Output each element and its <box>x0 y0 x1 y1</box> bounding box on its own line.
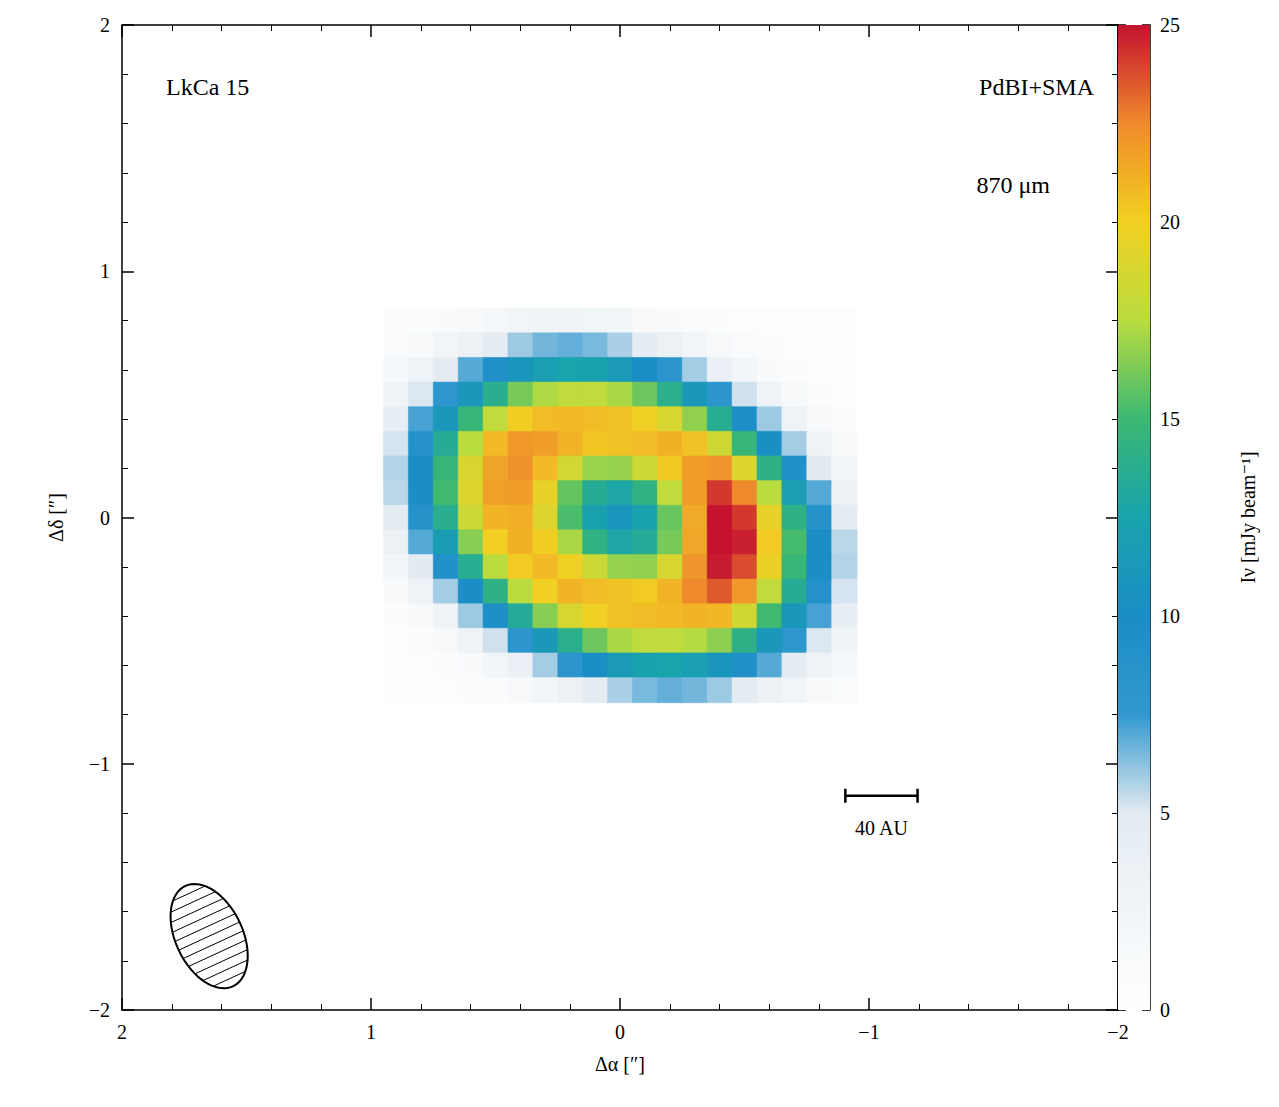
svg-text:25: 25 <box>1160 14 1180 36</box>
svg-text:Iν [mJy beam⁻¹]: Iν [mJy beam⁻¹] <box>1237 451 1260 583</box>
svg-text:1: 1 <box>366 1021 376 1043</box>
svg-text:40 AU: 40 AU <box>855 817 908 839</box>
svg-text:5: 5 <box>1160 802 1170 824</box>
svg-text:−1: −1 <box>89 753 110 775</box>
svg-text:0: 0 <box>615 1021 625 1043</box>
svg-text:0: 0 <box>100 507 110 529</box>
svg-text:−1: −1 <box>858 1021 879 1043</box>
svg-text:Δδ [″]: Δδ [″] <box>45 493 67 542</box>
svg-text:1: 1 <box>100 260 110 282</box>
svg-text:15: 15 <box>1160 408 1180 430</box>
svg-text:2: 2 <box>100 14 110 36</box>
svg-text:−2: −2 <box>89 999 110 1021</box>
svg-text:−2: −2 <box>1107 1021 1128 1043</box>
svg-text:Δα [″]: Δα [″] <box>595 1053 645 1075</box>
svg-text:2: 2 <box>117 1021 127 1043</box>
svg-text:LkCa 15: LkCa 15 <box>166 74 249 100</box>
svg-text:20: 20 <box>1160 211 1180 233</box>
svg-text:10: 10 <box>1160 605 1180 627</box>
svg-text:870 μm: 870 μm <box>976 172 1050 198</box>
svg-text:0: 0 <box>1160 999 1170 1021</box>
svg-text:PdBI+SMA: PdBI+SMA <box>979 74 1095 100</box>
